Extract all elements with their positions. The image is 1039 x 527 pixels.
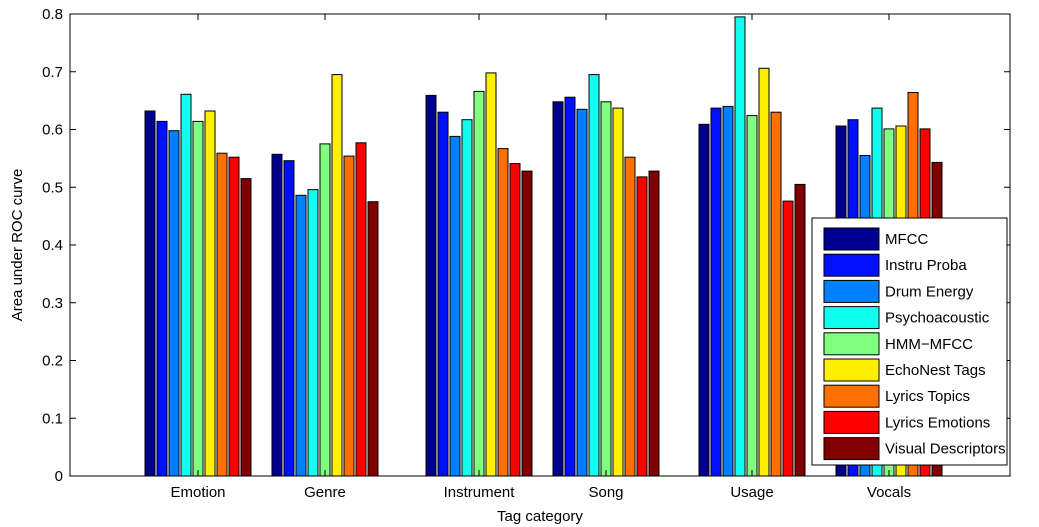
bar-emotion-lyrics-topics	[216, 152, 228, 477]
x-tick-label: Genre	[304, 484, 346, 501]
y-tick-label: 0.2	[42, 353, 63, 370]
bar-emotion-psychoacoustic	[180, 93, 192, 477]
y-tick-label: 0.5	[42, 179, 63, 196]
bar-usage-lyrics-topics	[770, 111, 782, 477]
legend-label: Psychoacoustic	[885, 310, 990, 327]
bar-song-mfcc	[552, 101, 564, 477]
bar-song-lyrics-topics	[624, 156, 636, 477]
bar-song-visual-descriptors	[648, 170, 660, 477]
legend-label: Lyrics Emotions	[885, 414, 990, 431]
x-axis-label: Tag category	[497, 508, 583, 525]
x-tick-label: Vocals	[867, 484, 911, 501]
bar-usage-visual-descriptors	[794, 183, 806, 477]
legend-swatch	[823, 332, 880, 356]
bar-instrument-lyrics-emotions	[509, 163, 521, 477]
legend-label: Visual Descriptors	[885, 441, 1006, 458]
bar-instrument-psychoacoustic	[461, 119, 473, 477]
bar-emotion-visual-descriptors	[240, 178, 252, 477]
legend-label: MFCC	[885, 231, 928, 248]
legend-swatch	[823, 227, 880, 251]
bar-genre-drum-energy	[295, 194, 307, 477]
y-axis-label: Area under ROC curve	[9, 169, 26, 322]
bar-song-psychoacoustic	[588, 74, 600, 477]
bar-song-echonest-tags	[612, 107, 624, 477]
bar-genre-echonest-tags	[331, 74, 343, 477]
bar-genre-lyrics-emotions	[355, 142, 367, 477]
legend-swatch	[823, 279, 880, 303]
bar-instrument-visual-descriptors	[521, 170, 533, 477]
bar-usage-drum-energy	[722, 105, 734, 477]
bar-emotion-mfcc	[144, 110, 156, 477]
bar-emotion-echonest-tags	[204, 110, 216, 477]
legend: MFCC Instru Proba Drum Energy Psychoacousti…	[811, 217, 1008, 466]
legend-swatch	[823, 358, 880, 382]
bar-genre-visual-descriptors	[367, 201, 379, 477]
y-ticks: 0 0.1 0.2 0.3 0.4 0.5 0.6 0.7 0.8	[42, 6, 1010, 485]
bar-instrument-lyrics-topics	[497, 148, 509, 477]
bar-genre-lyrics-topics	[343, 155, 355, 477]
bar-instrument-echonest-tags	[485, 72, 497, 477]
bar-instrument-mfcc	[425, 94, 437, 477]
legend-swatch	[823, 253, 880, 277]
bar-usage-hmm-mfcc	[746, 115, 758, 477]
bar-usage-echonest-tags	[758, 67, 770, 477]
legend-label: Instru Proba	[885, 257, 967, 274]
bar-song-instru-proba	[564, 96, 576, 477]
y-tick-label: 0.7	[42, 64, 63, 81]
bar-genre-psychoacoustic	[307, 189, 319, 477]
x-tick-label: Usage	[730, 484, 773, 501]
bar-song-lyrics-emotions	[636, 176, 648, 477]
y-tick-label: 0.8	[42, 6, 63, 23]
bar-usage-lyrics-emotions	[782, 200, 794, 477]
x-tick-label: Emotion	[170, 484, 225, 501]
legend-label: HMM−MFCC	[885, 336, 973, 353]
legend-label: EchoNest Tags	[885, 362, 986, 379]
bar-instrument-hmm-mfcc	[473, 90, 485, 477]
bar-instrument-drum-energy	[449, 135, 461, 477]
y-tick-label: 0	[55, 468, 63, 485]
bar-usage-mfcc	[698, 123, 710, 477]
legend-swatch	[823, 306, 880, 330]
bar-genre-hmm-mfcc	[319, 143, 331, 477]
y-tick-label: 0.1	[42, 410, 63, 427]
bar-song-hmm-mfcc	[600, 101, 612, 477]
bar-emotion-drum-energy	[168, 130, 180, 477]
x-tick-label: Song	[588, 484, 623, 501]
x-tick-label: Instrument	[444, 484, 516, 501]
bar-usage-instru-proba	[710, 107, 722, 477]
x-ticks: Emotion Genre Instrument Song Usage Vocals	[170, 14, 911, 501]
y-tick-label: 0.6	[42, 122, 63, 139]
bar-song-drum-energy	[576, 108, 588, 477]
bar-genre-instru-proba	[283, 160, 295, 477]
legend-swatch	[823, 410, 880, 434]
y-tick-label: 0.3	[42, 295, 63, 312]
legend-label: Drum Energy	[885, 283, 974, 300]
bar-usage-psychoacoustic	[734, 16, 746, 477]
bar-emotion-hmm-mfcc	[192, 120, 204, 477]
bar-instrument-instru-proba	[437, 111, 449, 477]
bar-emotion-instru-proba	[156, 120, 168, 477]
bar-emotion-lyrics-emotions	[228, 156, 240, 477]
legend-swatch	[823, 437, 880, 461]
legend-swatch	[823, 384, 880, 408]
y-tick-label: 0.4	[42, 237, 63, 254]
legend-label: Lyrics Topics	[885, 388, 970, 405]
bar-genre-mfcc	[271, 153, 283, 477]
